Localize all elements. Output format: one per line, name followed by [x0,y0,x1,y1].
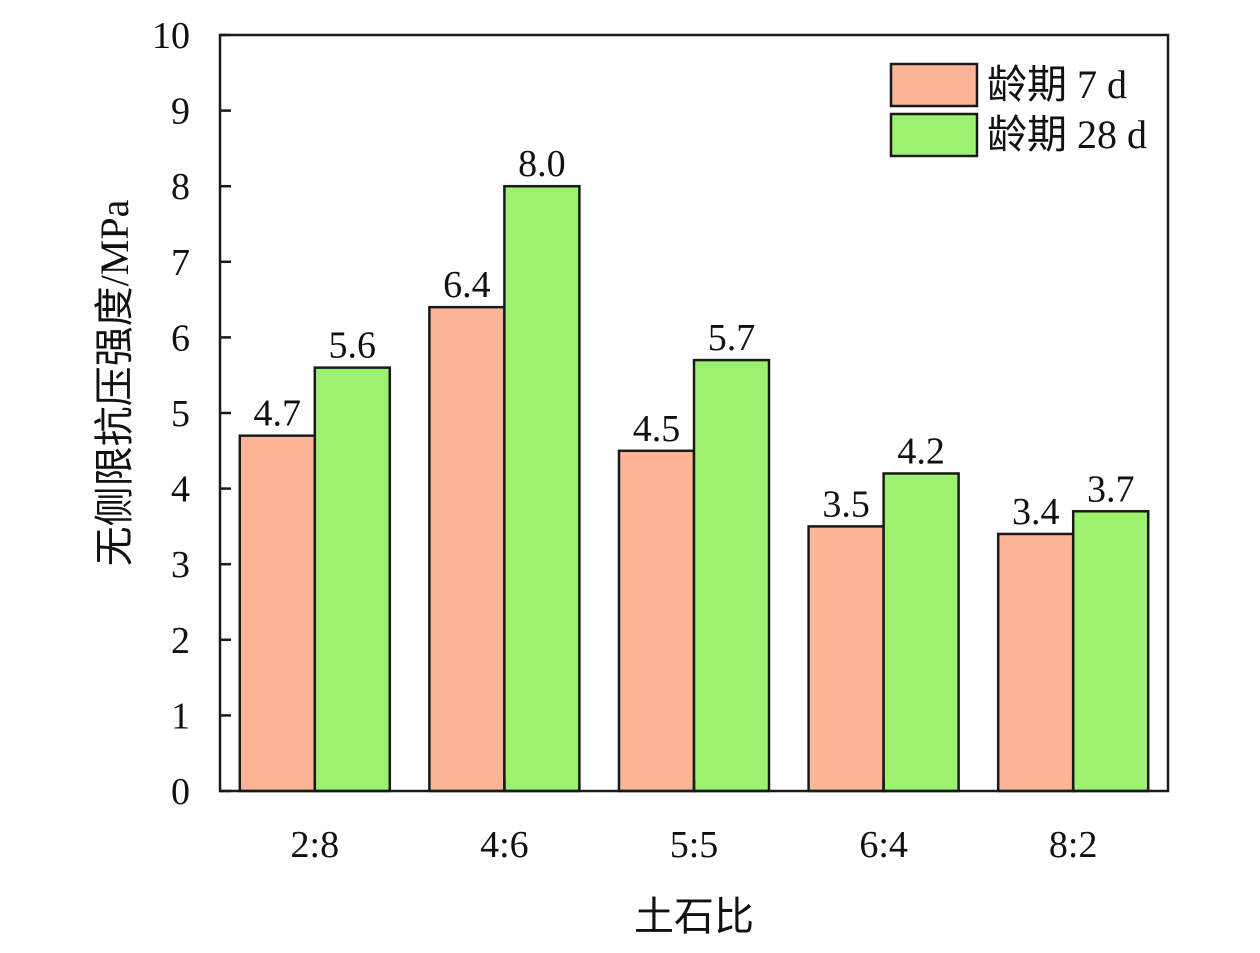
data-label: 5.7 [708,317,756,359]
data-label: 4.7 [254,393,302,435]
y-tick-label: 1 [171,695,190,737]
y-tick-label: 8 [171,166,190,208]
bar-28d-6-4 [882,472,960,793]
data-label: 3.4 [1012,491,1060,533]
y-tick-label: 6 [171,317,190,359]
bar-7d-8-2 [996,532,1075,793]
y-tick-label: 4 [171,469,190,511]
data-labels-group: 4.7 5.6 6.4 8.0 4.5 5.7 3.5 4.2 3.4 3.7 [254,143,1135,533]
bar-7d-5-5 [617,449,696,793]
bar-7d-6-4 [807,525,885,793]
x-tick-label: 2:8 [291,824,340,866]
data-label: 5.6 [329,325,377,367]
bar-28d-4-6 [503,184,581,793]
y-axis: 0 1 2 3 4 5 6 7 8 9 10 [152,15,231,813]
y-tick-label: 7 [171,242,190,284]
bars-group [238,184,1150,793]
legend-label: 龄期 7 d [987,62,1127,107]
data-label: 6.4 [443,264,491,306]
y-tick-label: 0 [171,771,190,813]
legend-swatch [889,112,979,158]
y-tick-label: 9 [171,91,190,133]
legend: 龄期 7 d 龄期 28 d [889,62,1147,158]
y-tick-label: 2 [171,620,190,662]
legend-label: 龄期 28 d [987,112,1147,157]
data-label: 4.2 [897,430,945,472]
data-label: 4.5 [633,408,681,450]
x-tick-label: 5:5 [670,824,719,866]
data-label: 8.0 [518,143,566,185]
x-tick-label: 4:6 [480,824,529,866]
data-label: 3.5 [822,483,870,525]
y-axis-label: 无侧限抗压强度/MPa [92,199,137,566]
data-label: 3.7 [1087,468,1135,510]
y-tick-label: 3 [171,544,190,586]
x-axis: 2:8 4:6 5:5 6:4 8:2 [291,780,1098,866]
x-axis-label: 土石比 [634,894,754,939]
legend-swatch [889,62,979,108]
x-tick-label: 6:4 [859,824,908,866]
y-tick-label: 10 [152,15,190,57]
y-tick-label: 5 [171,393,190,435]
bar-28d-2-8 [313,366,392,793]
x-tick-label: 8:2 [1049,824,1098,866]
bar-28d-5-5 [692,358,771,793]
bar-7d-2-8 [238,434,317,793]
bar-28d-8-2 [1071,510,1150,793]
bar-7d-4-6 [428,305,506,793]
